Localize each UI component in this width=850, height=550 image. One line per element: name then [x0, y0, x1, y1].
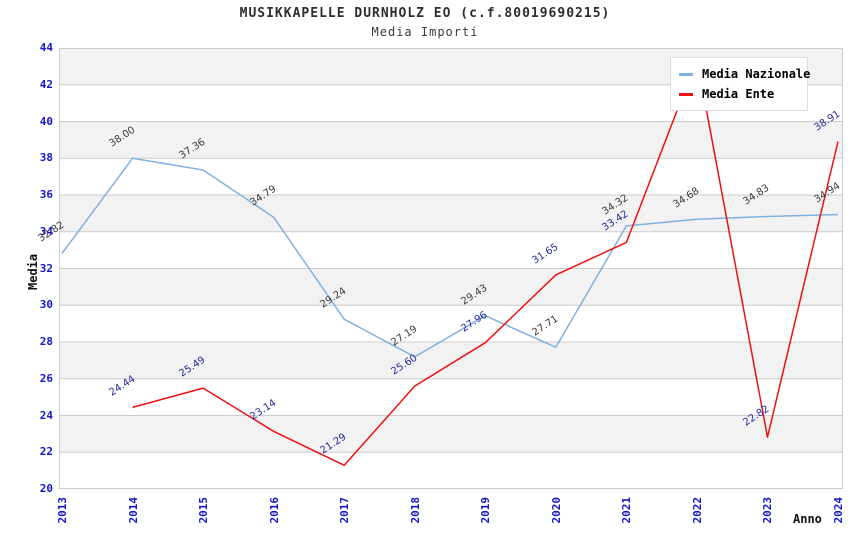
- y-tick-label: 40: [39, 114, 53, 128]
- y-tick-label: 42: [39, 77, 53, 91]
- y-tick-label: 20: [39, 482, 53, 495]
- y-tick-label: 44: [39, 41, 53, 54]
- x-tick-label: 2020: [549, 497, 563, 524]
- x-tick-label: 2015: [197, 497, 211, 524]
- legend-label: Media Nazionale: [702, 67, 811, 81]
- x-tick-label: 2017: [338, 497, 352, 524]
- y-tick-label: 36: [39, 188, 53, 201]
- plot-area: [59, 47, 843, 493]
- x-tick-label: 2019: [479, 497, 493, 524]
- x-tick-label: 2022: [690, 497, 704, 524]
- grid-band: [59, 378, 843, 416]
- legend: Media Nazionale Media Ente: [670, 57, 810, 111]
- x-tick-label: 2018: [408, 497, 422, 524]
- x-tick-label: 2023: [761, 497, 775, 524]
- grid-band: [59, 452, 843, 489]
- x-axis-title: Anno: [793, 512, 822, 526]
- chart-title: MUSIKKAPELLE DURNHOLZ EO (c.f.8001969021…: [239, 6, 611, 21]
- legend-swatch-icon: [679, 92, 693, 96]
- series-line-media-nazionale: [61, 157, 839, 358]
- grid-band: [59, 415, 843, 453]
- y-tick-label: 38: [39, 151, 53, 165]
- x-tick-label: 2014: [126, 497, 140, 524]
- y-tick-label: 30: [39, 298, 53, 312]
- x-tick-label: 2021: [620, 497, 634, 524]
- y-tick-label: 34: [39, 224, 53, 238]
- chart-subtitle: Media Importi: [371, 25, 479, 39]
- grid-band: [59, 121, 843, 159]
- grid-band: [59, 195, 843, 232]
- y-tick-label: 32: [39, 261, 53, 275]
- x-tick-label: 2016: [267, 497, 281, 524]
- series-line-media-ente: [132, 58, 839, 467]
- grid-band: [59, 158, 843, 195]
- legend-item: Media Nazionale: [679, 64, 810, 84]
- legend-item: Media Ente: [679, 84, 799, 104]
- grid-band: [59, 342, 843, 379]
- grid-band: [59, 231, 843, 269]
- legend-swatch-icon: [679, 72, 693, 76]
- y-tick-label: 26: [39, 371, 53, 385]
- grid-band: [59, 268, 843, 306]
- x-tick-label: 2024: [832, 497, 845, 524]
- y-tick-label: 28: [39, 335, 53, 348]
- x-tick-label: 2013: [56, 497, 69, 524]
- plot-border: [59, 48, 843, 489]
- legend-label: Media Ente: [702, 87, 775, 101]
- y-tick-label: 22: [39, 445, 53, 459]
- y-tick-label: 24: [39, 408, 53, 422]
